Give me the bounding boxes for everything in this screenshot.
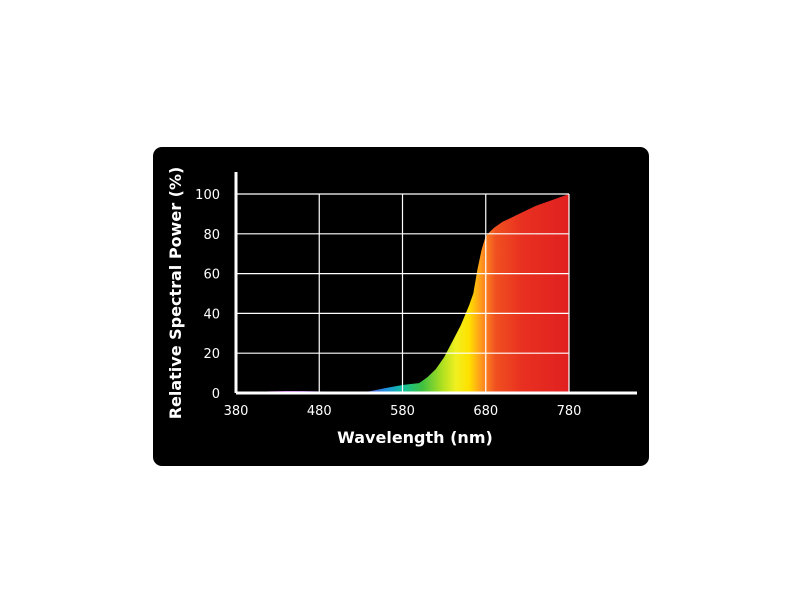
y-tick-label: 100 <box>195 188 220 203</box>
y-axis-title: Relative Spectral Power (%) <box>166 167 185 420</box>
y-tick-label: 20 <box>203 347 220 362</box>
x-tick-label: 580 <box>390 404 415 419</box>
x-tick-label: 680 <box>473 404 498 419</box>
y-tick-label: 60 <box>203 268 220 283</box>
y-tick-label: 0 <box>212 387 220 402</box>
y-tick-label: 80 <box>203 228 220 243</box>
x-tick-label: 480 <box>307 404 332 419</box>
x-axis-title: Wavelength (nm) <box>337 428 493 447</box>
y-tick-label: 40 <box>203 307 220 322</box>
chart-card: 380 480 580 680 780 0 20 40 60 80 100 Wavelength (… <box>153 147 649 466</box>
x-tick-label: 780 <box>557 404 582 419</box>
spectral-power-chart: 380 480 580 680 780 0 20 40 60 80 100 Wavelength (… <box>166 167 637 447</box>
x-tick-label: 380 <box>224 404 249 419</box>
